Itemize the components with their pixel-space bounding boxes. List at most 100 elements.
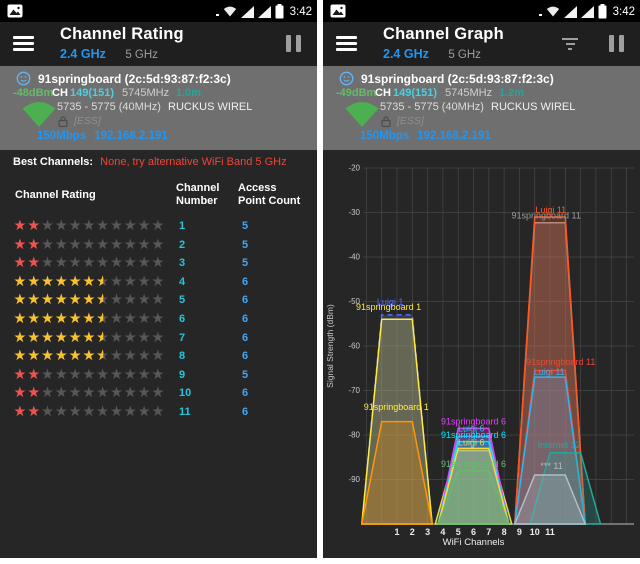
channel-rating-row: ★★★★★★★ ★ ★★★★ 8 6 bbox=[0, 347, 317, 366]
star-rating-icons: ★★★★★★★ ★ ★★★★ bbox=[13, 310, 165, 327]
x-tick-label: 7 bbox=[486, 527, 491, 537]
ap-link-speed: 150Mbps bbox=[360, 130, 410, 142]
y-tick-label: -50 bbox=[348, 297, 360, 306]
ap-label: 91springboard 6 bbox=[441, 430, 506, 440]
channel-number-cell: 5 bbox=[179, 294, 186, 307]
channel-rating-row: ★★★★★★★★★★★ 2 5 bbox=[0, 236, 317, 255]
channel-number-cell: 2 bbox=[179, 238, 186, 251]
access-point-count-cell: 6 bbox=[242, 312, 249, 325]
channel-rating-row: ★★★★★★★ ★ ★★★★ 4 6 bbox=[0, 273, 317, 292]
ap-label: Luigi 6 bbox=[458, 423, 485, 433]
header-channel-number: Channel Number bbox=[176, 182, 220, 207]
page-title: Channel Rating bbox=[60, 25, 184, 43]
channel-rating-row: ★★★★★★★★★★★ 1 5 bbox=[0, 217, 317, 236]
star-rating-icons: ★★★★★★★★★★★ bbox=[13, 366, 165, 383]
channel-number-cell: 7 bbox=[179, 331, 186, 344]
pause-icon[interactable] bbox=[286, 35, 301, 52]
tab-band-5ghz[interactable]: 5 GHz bbox=[125, 49, 158, 61]
ap-frequency: 5745MHz bbox=[122, 87, 170, 99]
ap-label: 91springboard 6 bbox=[441, 459, 506, 469]
ap-channel-label: CH bbox=[375, 87, 391, 99]
access-point-banner[interactable]: 91springboard (2c:5d:93:87:f2:3c) -48dBm… bbox=[0, 66, 317, 150]
status-time: 3:42 bbox=[612, 5, 635, 18]
ap-rssi: -48dBm bbox=[13, 87, 54, 99]
menu-icon[interactable] bbox=[13, 36, 34, 51]
wifi-signal-icon bbox=[20, 100, 58, 133]
notification-dot-icon bbox=[539, 13, 542, 17]
star-rating-icons: ★★★★★★★★★★★ bbox=[13, 236, 165, 253]
channel-number-cell: 9 bbox=[179, 368, 186, 381]
ap-distance: 1.0m bbox=[176, 87, 202, 99]
ap-ip-address: 192.168.2.191 bbox=[94, 130, 168, 142]
x-tick-label: 4 bbox=[440, 527, 445, 537]
lock-icon bbox=[58, 115, 68, 127]
ap-label: Luigi 6 bbox=[458, 438, 485, 448]
ap-link-speed: 150Mbps bbox=[37, 130, 87, 142]
access-point-count-cell: 6 bbox=[242, 387, 249, 400]
page-title: Channel Graph bbox=[383, 25, 504, 43]
channel-graph-chart: -20 -30 -40 -50 -60 -70 -80 -90 1 2 3 4 5 6 7 8 9 10 11 WiF… bbox=[325, 164, 634, 548]
menu-icon[interactable] bbox=[336, 36, 357, 51]
channel-rating-row: ★★★★★★★★★★★ 9 5 bbox=[0, 366, 317, 385]
ap-channel: 149(151) bbox=[70, 87, 115, 99]
ap-distance: 1.2m bbox=[499, 87, 525, 99]
star-rating-icons: ★★★★★★★★★★★ bbox=[13, 385, 165, 402]
x-axis-title: WiFi Channels bbox=[443, 537, 505, 548]
access-point-count-cell: 5 bbox=[242, 238, 249, 251]
ap-signal-area bbox=[513, 474, 587, 525]
ap-ssid: 91springboard (2c:5d:93:87:f2:3c) bbox=[38, 71, 231, 86]
channel-rating-row: ★★★★★★★ ★ ★★★★ 5 6 bbox=[0, 291, 317, 310]
filter-icon[interactable] bbox=[561, 38, 579, 50]
cell-signal-icon bbox=[257, 5, 271, 18]
toolbar: Channel Graph 2.4 GHz 5 GHz bbox=[323, 22, 640, 66]
x-tick-label: 5 bbox=[456, 527, 461, 537]
screenshot-photo-icon bbox=[330, 4, 346, 23]
y-tick-label: -40 bbox=[348, 253, 360, 262]
ap-label: Internet 12 bbox=[538, 440, 581, 450]
ap-label: *** 11 bbox=[540, 461, 562, 471]
tab-band-2-4ghz[interactable]: 2.4 GHz bbox=[60, 47, 106, 61]
access-point-count-cell: 6 bbox=[242, 405, 249, 418]
channel-rating-row: ★★★★★★★★★★★ 3 5 bbox=[0, 254, 317, 273]
star-rating-icons: ★★★★★★★★★★★ bbox=[13, 255, 165, 272]
y-tick-label: -70 bbox=[348, 386, 360, 395]
best-channels-value: None, try alternative WiFi Band 5 GHz bbox=[100, 156, 287, 168]
y-tick-label: -60 bbox=[348, 342, 360, 351]
x-tick-label: 2 bbox=[410, 527, 415, 537]
best-channels-line: Best Channels: None, try alternative WiF… bbox=[13, 156, 287, 168]
screenshot-photo-icon bbox=[7, 4, 23, 23]
pause-icon[interactable] bbox=[609, 35, 624, 52]
channel-rating-table: ★★★★★★★★★★★ 1 5 ★★★★★★★★★★★ 2 5 ★★★★★★★★★★★ 3 5 ★… bbox=[0, 217, 317, 422]
tab-band-2-4ghz[interactable]: 2.4 GHz bbox=[383, 47, 429, 61]
ap-label: 91springboard 11 bbox=[511, 211, 580, 221]
ap-vendor: RUCKUS WIREL bbox=[491, 101, 576, 113]
access-point-count-cell: 5 bbox=[242, 257, 249, 270]
x-tick-label: 9 bbox=[517, 527, 522, 537]
smiley-icon bbox=[339, 71, 354, 86]
ap-signal-area bbox=[360, 420, 434, 525]
lock-icon bbox=[381, 115, 391, 127]
channel-number-cell: 1 bbox=[179, 220, 186, 232]
access-point-count-cell: 5 bbox=[242, 368, 249, 381]
access-point-banner[interactable]: 91springboard (2c:5d:93:87:f2:3c) -49dBm… bbox=[323, 66, 640, 150]
star-rating-icons: ★★★★★★★ ★ ★★★★ bbox=[13, 273, 165, 290]
wifi-signal-icon bbox=[343, 100, 381, 133]
ap-signal-area bbox=[437, 469, 510, 525]
star-rating-icons: ★★★★★★★ ★ ★★★★ bbox=[13, 329, 165, 346]
y-tick-label: -30 bbox=[348, 208, 360, 217]
ap-label: 91springboard 6 bbox=[441, 416, 506, 426]
ap-ip-address: 192.168.2.191 bbox=[417, 130, 491, 142]
status-wifi-icon bbox=[546, 6, 559, 17]
best-channels-label: Best Channels: bbox=[13, 156, 94, 168]
y-tick-label: -20 bbox=[348, 164, 360, 173]
channel-number-cell: 4 bbox=[179, 275, 186, 288]
ap-channel-label: CH bbox=[52, 87, 68, 99]
ap-signal-area bbox=[360, 314, 434, 525]
ap-frequency: 5745MHz bbox=[445, 87, 493, 99]
notification-dot-icon bbox=[216, 13, 219, 17]
x-tick-label: 1 bbox=[394, 527, 399, 537]
tab-band-5ghz[interactable]: 5 GHz bbox=[448, 49, 481, 61]
star-rating-icons: ★★★★★★★★★★★ bbox=[13, 218, 165, 234]
header-channel-rating: Channel Rating bbox=[15, 189, 96, 201]
ap-rssi: -49dBm bbox=[336, 87, 377, 99]
